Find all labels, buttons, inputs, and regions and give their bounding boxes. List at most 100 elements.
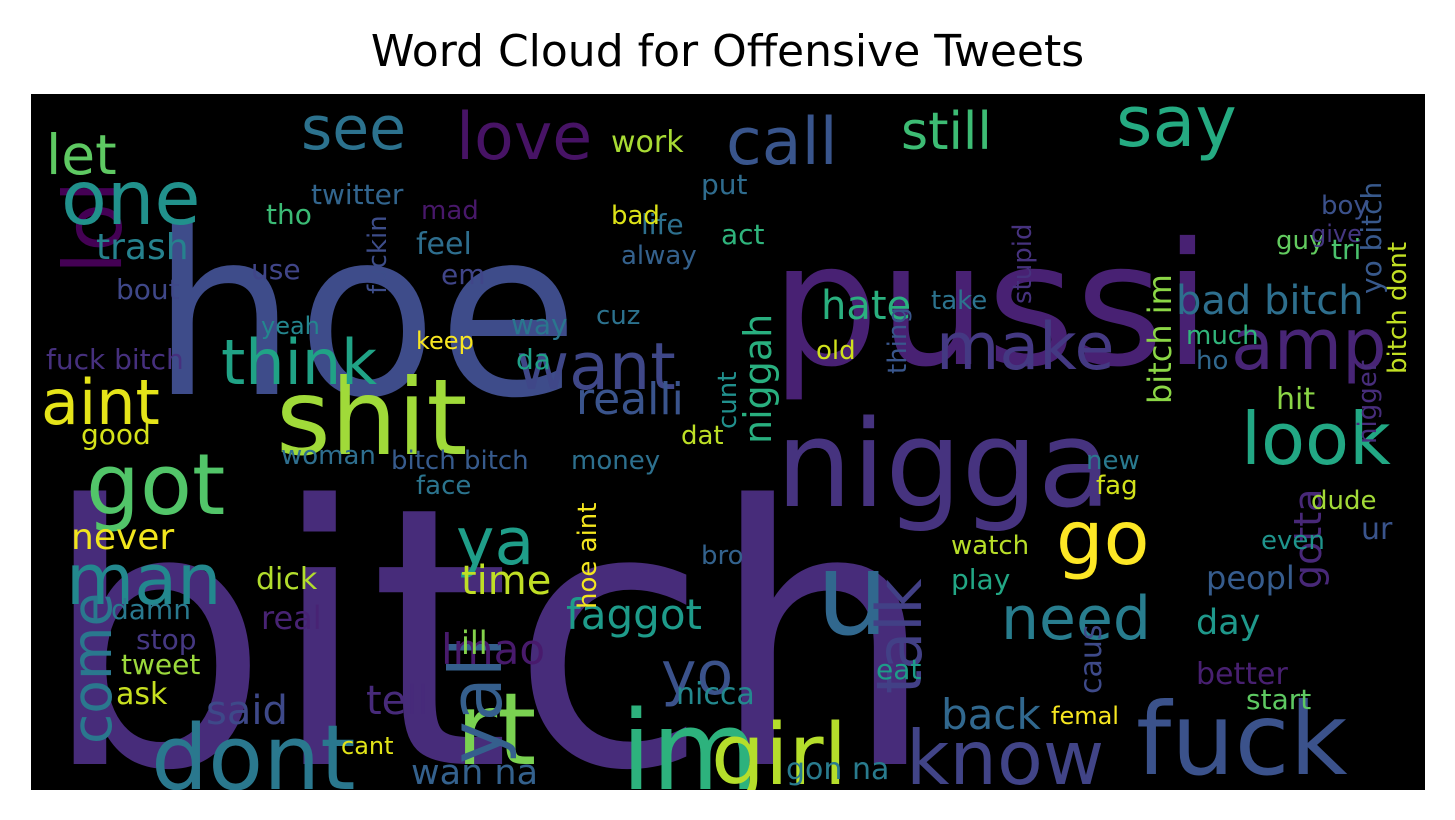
cloud-word-said: said <box>206 688 288 734</box>
cloud-word-act: act <box>721 218 765 251</box>
cloud-word-watch: watch <box>951 531 1029 561</box>
cloud-word-nicca: nicca <box>676 677 755 712</box>
cloud-word-keep: keep <box>416 327 474 355</box>
cloud-word-back: back <box>941 690 1041 739</box>
cloud-word-take: take <box>931 286 987 316</box>
cloud-word-love: love <box>456 100 592 175</box>
cloud-word-give: give <box>1311 220 1362 248</box>
cloud-word-nigga: nigga <box>776 396 1111 535</box>
cloud-word-fag: fag <box>1096 471 1138 501</box>
cloud-word-ho: ho <box>1196 346 1228 376</box>
cloud-word-nigger: nigger <box>1353 360 1383 444</box>
cloud-word-trash: trash <box>96 227 189 268</box>
cloud-word-yo: yo <box>661 639 733 709</box>
cloud-word-still: still <box>901 102 992 162</box>
cloud-word-bitch-bitch: bitch bitch <box>391 446 529 476</box>
cloud-word-gotta: gotta <box>1286 489 1330 589</box>
cloud-word-faggot: faggot <box>566 590 702 639</box>
cloud-word-new: new <box>1086 446 1140 476</box>
cloud-word-feel: feel <box>416 227 472 262</box>
cloud-word-thing: thing <box>883 307 913 374</box>
cloud-word-tho: tho <box>266 198 312 231</box>
cloud-word-way: way <box>511 308 568 341</box>
cloud-word-life: life <box>641 208 684 241</box>
cloud-word-lmao: lmao <box>441 625 545 674</box>
cloud-word-time: time <box>461 558 551 604</box>
cloud-word-u: u <box>816 528 889 662</box>
cloud-word-hate: hate <box>821 283 911 329</box>
cloud-word-face: face <box>416 471 471 501</box>
cloud-word-got: got <box>86 436 225 535</box>
cloud-word-money: money <box>571 446 660 476</box>
cloud-word-start: start <box>1246 683 1311 716</box>
cloud-word-call: call <box>726 105 838 180</box>
cloud-word-bitch-dont: bitch dont <box>1383 242 1413 374</box>
cloud-word-stop: stop <box>136 623 196 656</box>
cloud-word-hoe: hoe <box>151 182 579 449</box>
cloud-word-da: da <box>516 343 551 376</box>
cloud-word-shit: shit <box>276 357 468 479</box>
cloud-word-tri: tri <box>1331 233 1361 266</box>
cloud-word-boy: boy <box>1321 191 1369 221</box>
cloud-word-want: want <box>516 330 676 405</box>
cloud-word-aint: aint <box>41 366 160 439</box>
cloud-word-much: much <box>1186 321 1259 351</box>
cloud-word-think: think <box>221 326 377 399</box>
cloud-word-ya: ya <box>456 505 534 580</box>
cloud-word-stupid: stupid <box>1008 224 1038 304</box>
cloud-word-im: im <box>621 687 759 790</box>
cloud-word-cant: cant <box>341 732 394 760</box>
cloud-word-ask: ask <box>116 677 168 712</box>
cloud-word-play: play <box>951 563 1010 596</box>
cloud-word-man: man <box>66 539 221 621</box>
cloud-word-bitch: bitch <box>41 430 937 790</box>
cloud-word-day: day <box>1196 603 1260 643</box>
cloud-word-work: work <box>611 125 684 160</box>
cloud-word-femal: femal <box>1051 702 1119 730</box>
cloud-word-girl: girl <box>711 706 847 790</box>
cloud-word-fuckin: fuckin <box>363 215 393 294</box>
cloud-word-eat: eat <box>876 653 921 686</box>
cloud-word-bro: bro <box>701 541 744 571</box>
word-cloud: bitch hoe pussi nigga fuck shit im rt dont got lol… <box>31 94 1425 790</box>
cloud-word-bad-bitch: bad bitch <box>1176 278 1364 324</box>
cloud-word-see: see <box>301 94 406 164</box>
cloud-word-dat: dat <box>681 421 724 451</box>
cloud-word-twitter: twitter <box>311 178 404 211</box>
cloud-word-look: look <box>1241 397 1391 481</box>
chart-title: Word Cloud for Offensive Tweets <box>370 26 1085 77</box>
cloud-word-ill: ill <box>461 624 488 662</box>
cloud-word-yall: yall <box>434 637 518 764</box>
cloud-word-better: better <box>1196 657 1288 692</box>
cloud-word-dick: dick <box>256 562 318 597</box>
cloud-word-go: go <box>1056 494 1150 582</box>
cloud-word-need: need <box>1001 584 1151 654</box>
cloud-word-dude: dude <box>1311 486 1376 516</box>
cloud-word-let: let <box>46 123 117 187</box>
cloud-word-one: one <box>61 154 201 242</box>
cloud-word-cunt: cunt <box>713 372 743 429</box>
cloud-word-know: know <box>906 714 1104 790</box>
cloud-word-bout: bout <box>116 273 180 306</box>
cloud-word-say: say <box>1116 94 1237 163</box>
cloud-word-caus: caus <box>1074 624 1109 694</box>
cloud-word-tweet: tweet <box>121 648 200 681</box>
cloud-word-come: come <box>60 593 124 744</box>
cloud-word-old: old <box>816 336 856 366</box>
cloud-word-amp: amp <box>1231 304 1387 386</box>
cloud-word-peopl: peopl <box>1206 559 1295 597</box>
cloud-word-fuck-bitch: fuck bitch <box>46 343 184 376</box>
cloud-word-make: make <box>936 310 1114 385</box>
cloud-word-put: put <box>701 168 748 201</box>
cloud-word-even: even <box>1261 526 1325 556</box>
cloud-word-yeah: yeah <box>261 312 320 340</box>
cloud-word-realli: realli <box>576 374 684 425</box>
cloud-word-pussi: pussi <box>771 207 1211 405</box>
cloud-word-fuck: fuck <box>1136 681 1348 790</box>
cloud-word-cuz: cuz <box>596 301 640 331</box>
cloud-word-ur: ur <box>1361 512 1393 547</box>
cloud-word-yo-bitch: yo bitch <box>1355 182 1388 294</box>
cloud-word-good: good <box>81 418 151 451</box>
cloud-word-gon-na: gon na <box>786 752 889 787</box>
